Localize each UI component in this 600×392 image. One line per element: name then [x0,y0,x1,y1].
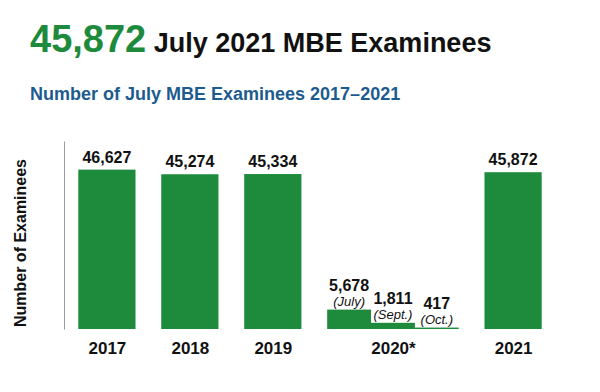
annotation: (Sept.) [373,307,412,322]
data-label: 417 [423,295,450,312]
x-tick-label: 2020* [371,339,416,358]
data-label: 1,811 [373,290,412,307]
bar [161,174,218,329]
bars [78,170,541,329]
data-label: 45,334 [248,153,297,170]
data-label: 45,872 [489,151,538,168]
bar [371,323,415,329]
chart: 45,872 July 2021 MBE Examinees Number of … [0,0,600,392]
x-tick-label: 2021 [495,339,533,358]
title: 45,872 July 2021 MBE Examinees [30,18,491,60]
bar [327,310,371,329]
data-labels: 46,627 45,274 45,334 5,678(July) 1,811(Sept.… [82,149,537,327]
x-axis-line [107,329,513,330]
x-tick: 2017 [88,329,126,358]
bar [415,328,459,329]
data-label: 46,627 [82,149,131,166]
y-axis [64,142,65,330]
x-tick: 2019 [254,329,292,358]
x-tick: 2021 [495,329,533,358]
bar [78,170,135,329]
title-text: July 2021 MBE Examinees [146,28,491,58]
data-label: 45,274 [165,153,214,170]
x-tick-label: 2018 [171,339,209,358]
x-tick: 2020* [371,329,416,358]
bar [244,174,301,329]
data-label: 5,678 [329,277,369,294]
x-tick-label: 2017 [88,339,126,358]
y-axis-line [64,142,65,330]
y-axis-title: Number of Examinees [12,159,29,327]
annotation: (July) [333,294,365,309]
background [0,0,600,392]
title-number: 45,872 [30,18,146,60]
x-tick-label: 2019 [254,339,292,358]
bar [484,172,541,329]
annotation: (Oct.) [421,312,454,327]
x-tick: 2018 [171,329,209,358]
x-axis: 2017 2018 2019 2020* 2021 [88,329,532,358]
subtitle: Number of July MBE Examinees 2017–2021 [30,84,400,104]
